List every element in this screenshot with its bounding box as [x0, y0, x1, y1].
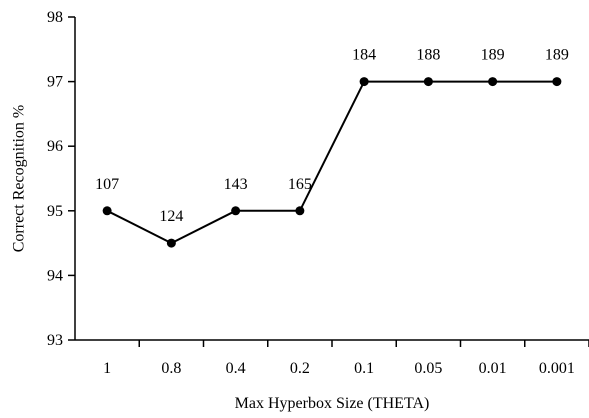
x-tick-label: 1: [103, 360, 111, 377]
data-label: 124: [159, 208, 183, 225]
data-label: 189: [481, 47, 505, 64]
x-tick-label: 0.001: [539, 360, 575, 377]
data-point: [359, 77, 369, 87]
data-point: [231, 206, 241, 216]
y-tick-label: 97: [47, 74, 63, 91]
y-tick-label: 95: [47, 203, 63, 220]
y-tick-label: 93: [47, 332, 63, 349]
data-point: [552, 77, 562, 87]
data-label: 188: [416, 47, 440, 64]
data-point: [488, 77, 498, 87]
x-axis-label: Max Hyperbox Size (THETA): [235, 395, 430, 412]
x-tick-label: 0.05: [414, 360, 442, 377]
data-point: [423, 77, 433, 87]
series-line: [106, 80, 557, 245]
x-tick-label: 0.01: [479, 360, 507, 377]
data-point: [295, 206, 305, 216]
x-tick-label: 0.8: [161, 360, 181, 377]
x-tick-label: 0.1: [354, 360, 374, 377]
data-label: 165: [288, 176, 312, 193]
data-label: 107: [95, 176, 119, 193]
series-group: 107 124 143 165 184 188 189 189: [95, 47, 569, 248]
data-label: 184: [352, 47, 376, 64]
y-tick-label: 96: [47, 138, 63, 155]
x-axis-ticks: 1 0.8 0.4 0.2 0.1 0.05 0.01 0.001: [103, 340, 589, 377]
axes: [74, 17, 589, 341]
y-tick-label: 94: [47, 267, 63, 284]
data-label: 143: [224, 176, 248, 193]
x-tick-label: 0.2: [290, 360, 310, 377]
y-axis-label: Correct Recognition %: [11, 105, 28, 253]
y-axis-ticks: 93 94 95 96 97 98: [47, 9, 75, 349]
data-point: [102, 206, 112, 216]
data-point: [166, 238, 176, 248]
y-tick-label: 98: [47, 9, 63, 26]
data-label: 189: [545, 47, 569, 64]
x-tick-label: 0.4: [226, 360, 246, 377]
